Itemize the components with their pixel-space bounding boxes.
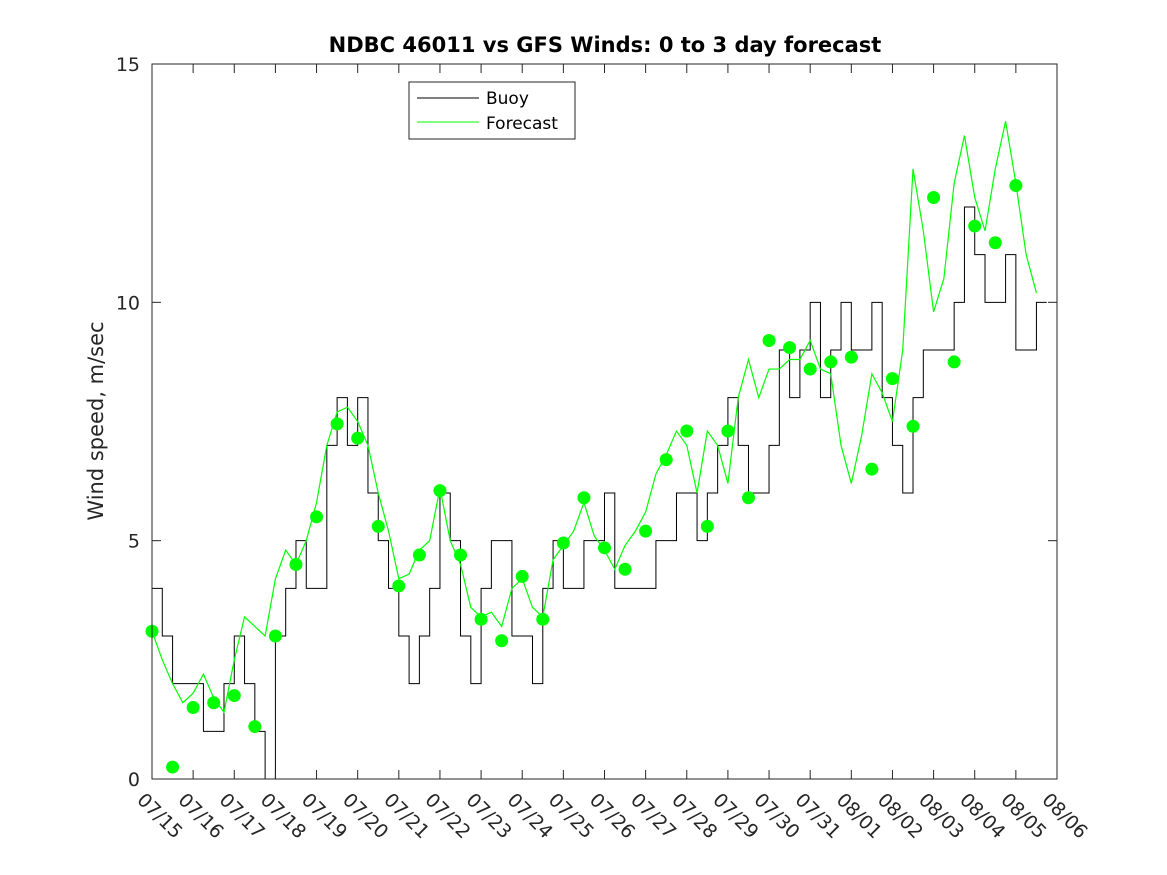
forecast-data-point (289, 558, 303, 571)
y-axis-label: Wind speed, m/sec (84, 321, 108, 520)
forecast-data-point (268, 629, 282, 643)
forecast-data-point (392, 579, 406, 593)
forecast-data-point (227, 689, 241, 703)
y-tick-label: 10 (116, 292, 140, 314)
forecast-data-point (330, 417, 344, 431)
forecast-data-point (700, 519, 714, 533)
forecast-data-point (536, 612, 550, 626)
forecast-data-point (906, 419, 920, 433)
forecast-data-point (412, 548, 426, 562)
forecast-data-point (310, 510, 324, 524)
forecast-data-point (515, 569, 529, 583)
forecast-data-point (454, 548, 468, 562)
forecast-data-point (844, 350, 858, 364)
forecast-data-point (598, 541, 611, 555)
forecast-data-point (639, 524, 653, 538)
forecast-data-point (741, 491, 755, 505)
forecast-data-point (885, 372, 899, 386)
y-tick-label: 0 (128, 769, 140, 791)
forecast-data-point (988, 236, 1002, 250)
forecast-data-point (618, 562, 632, 576)
legend-buoy-label: Buoy (486, 89, 529, 109)
forecast-data-point (371, 519, 385, 533)
forecast-data-point (166, 760, 180, 774)
legend: Buoy Forecast (408, 81, 576, 140)
forecast-data-point (680, 424, 694, 438)
forecast-data-point (721, 424, 735, 438)
forecast-data-point (186, 701, 200, 714)
forecast-data-point (659, 453, 673, 467)
forecast-data-point (351, 431, 365, 445)
forecast-data-point (947, 355, 961, 369)
buoy-series-line (152, 206, 1047, 780)
forecast-data-point (968, 219, 982, 233)
y-tick-label: 15 (116, 54, 140, 76)
forecast-data-point (1009, 179, 1023, 193)
forecast-data-point (207, 696, 221, 710)
forecast-data-point (927, 190, 941, 204)
y-tick-label: 5 (128, 531, 140, 553)
chart-title: NDBC 46011 vs GFS Winds: 0 to 3 day fore… (329, 33, 882, 57)
forecast-data-point (824, 355, 838, 369)
forecast-data-point (248, 720, 262, 734)
forecast-data-point (495, 634, 509, 648)
forecast-data-point (556, 536, 570, 550)
forecast-series-line (151, 121, 1038, 714)
forecast-data-point (783, 341, 797, 355)
forecast-data-point (577, 491, 591, 505)
forecast-data-point (474, 612, 488, 626)
forecast-data-point (803, 362, 817, 376)
legend-box (408, 81, 576, 140)
forecast-data-point (865, 462, 879, 476)
forecast-data-point (762, 333, 776, 347)
legend-forecast-label: Forecast (486, 114, 558, 134)
forecast-data-point (433, 484, 447, 498)
